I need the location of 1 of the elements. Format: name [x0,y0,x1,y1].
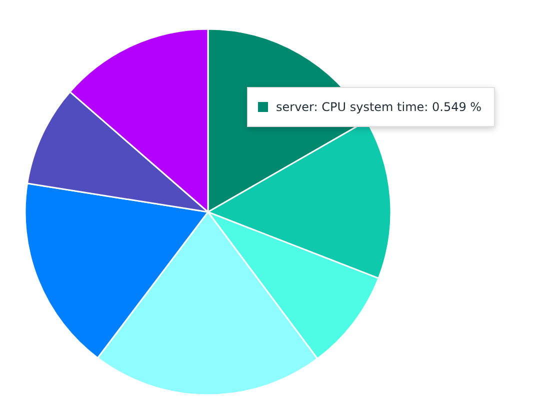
text: server: CPU system time: 0.549 % [276,100,482,114]
